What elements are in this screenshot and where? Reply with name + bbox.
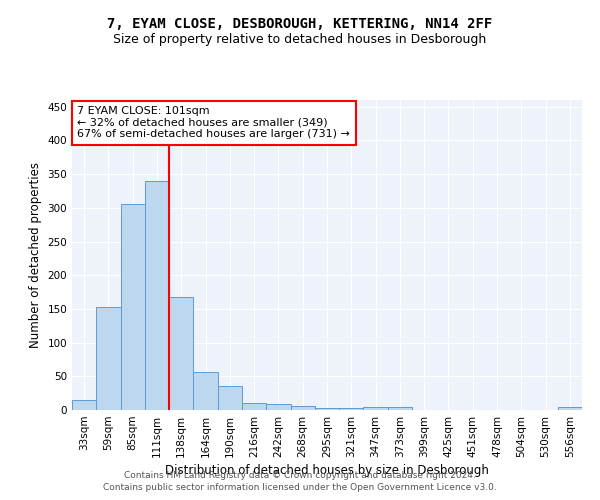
Bar — [218, 386, 242, 410]
Text: 7, EYAM CLOSE, DESBOROUGH, KETTERING, NN14 2FF: 7, EYAM CLOSE, DESBOROUGH, KETTERING, NN… — [107, 18, 493, 32]
Text: 7 EYAM CLOSE: 101sqm
← 32% of detached houses are smaller (349)
67% of semi-deta: 7 EYAM CLOSE: 101sqm ← 32% of detached h… — [77, 106, 350, 140]
Bar — [72, 400, 96, 410]
Text: Size of property relative to detached houses in Desborough: Size of property relative to detached ho… — [113, 32, 487, 46]
X-axis label: Distribution of detached houses by size in Desborough: Distribution of detached houses by size … — [165, 464, 489, 477]
Bar — [388, 406, 412, 410]
Bar — [290, 406, 315, 410]
Bar — [193, 372, 218, 410]
Bar — [364, 406, 388, 410]
Y-axis label: Number of detached properties: Number of detached properties — [29, 162, 42, 348]
Text: Contains HM Land Registry data © Crown copyright and database right 2024.: Contains HM Land Registry data © Crown c… — [124, 471, 476, 480]
Bar — [121, 204, 145, 410]
Bar — [169, 298, 193, 410]
Bar — [266, 404, 290, 410]
Bar — [339, 408, 364, 410]
Bar — [96, 307, 121, 410]
Text: Contains public sector information licensed under the Open Government Licence v3: Contains public sector information licen… — [103, 484, 497, 492]
Bar — [315, 408, 339, 410]
Bar — [242, 404, 266, 410]
Bar — [558, 406, 582, 410]
Bar — [145, 181, 169, 410]
